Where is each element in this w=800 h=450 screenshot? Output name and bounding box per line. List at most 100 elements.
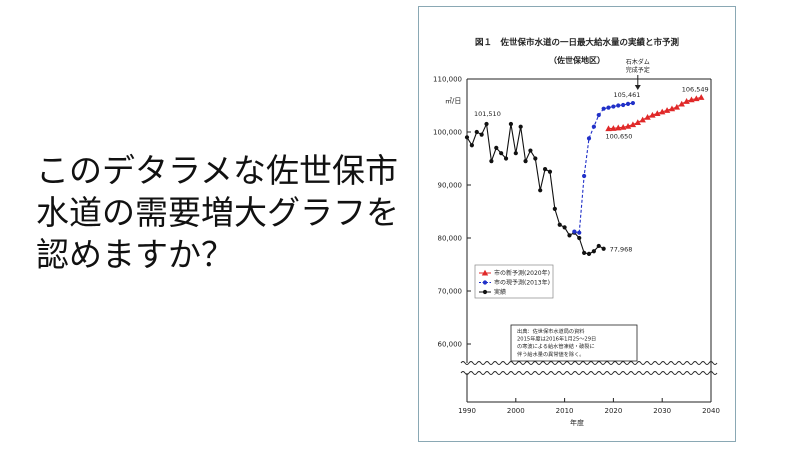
data-point (616, 103, 621, 108)
y-tick-label: 70,000 (438, 288, 463, 296)
source-note-frame (510, 324, 638, 362)
legend-marker (482, 289, 488, 295)
data-point (542, 167, 548, 172)
chart-axes: 110,000 100,000 90,000 80,000 70,000 60,000 19… (433, 76, 720, 416)
data-point (523, 159, 528, 164)
x-axis-label: 年度 (570, 418, 584, 427)
data-point (659, 108, 666, 115)
water-demand-chart: 図１ 佐世保市水道の一日最大給水量の実績と市予測 （佐世保地区） ㎥/日 年度 … (433, 37, 720, 427)
slide-question-line-2: 水道の需要増大グラフを (36, 193, 399, 232)
data-point (586, 251, 592, 256)
slide-question-line-1: このデタラメな佐世保市 (36, 151, 399, 190)
data-point (577, 230, 582, 235)
x-tick-label: 2000 (507, 407, 525, 415)
data-point (464, 135, 470, 140)
data-point (586, 136, 592, 141)
data-point (693, 95, 700, 102)
data-point (673, 103, 681, 110)
data-point (678, 100, 685, 107)
data-point (619, 124, 627, 130)
data-point (663, 107, 671, 113)
data-point (605, 125, 612, 132)
y-tick-label: 100,000 (433, 129, 462, 137)
data-point (533, 156, 538, 161)
data-point (518, 124, 523, 129)
slide-question-line-3: 認めますか？ (36, 235, 234, 274)
data-point (489, 159, 494, 164)
axis-break-line-lower (460, 371, 718, 375)
legend-label: 市の現予測(2013年) (494, 279, 550, 287)
data-point (513, 151, 518, 156)
legend-marker (481, 269, 489, 276)
data-point (654, 110, 661, 117)
data-point (639, 116, 646, 123)
slide-question: このデタラメな佐世保市 水道の需要増大グラフを 認めますか？ (36, 150, 416, 276)
chart-series (464, 94, 705, 256)
y-axis-unit-label: ㎥/日 (445, 96, 461, 105)
legend-label: 市の新予測(2020年) (494, 269, 550, 277)
data-point (698, 94, 705, 100)
source-note-box: 出典：佐世保市水道局の資料2015年度は2016年1月25〜29日の寒波による給… (510, 324, 638, 362)
chart-subtitle: （佐世保地区） (549, 55, 605, 65)
y-tick-label: 80,000 (438, 235, 463, 243)
data-point (606, 105, 611, 110)
source-note-line: 2015年度は2016年1月25〜29日 (517, 335, 596, 343)
x-tick-label: 2010 (556, 407, 574, 415)
data-point (499, 151, 504, 156)
data-point (484, 121, 489, 127)
x-tick-label: 2040 (702, 407, 720, 415)
source-note-line: 伴う給水量の異常値を除く。 (517, 350, 584, 358)
data-point (621, 102, 626, 108)
x-tick-label: 1990 (458, 407, 476, 415)
data-point (479, 132, 484, 137)
chart-panel: 図１ 佐世保市水道の一日最大給水量の実績と市予測 （佐世保地区） ㎥/日 年度 … (418, 6, 736, 442)
legend-marker (482, 280, 488, 285)
data-point (469, 143, 474, 148)
data-point (649, 111, 656, 118)
data-point (557, 222, 562, 227)
data-point (601, 106, 606, 111)
data-point (582, 173, 587, 179)
y-tick-label: 90,000 (438, 182, 463, 190)
source-note-line: 出典：佐世保市水道局の資料 (517, 327, 584, 335)
data-point (601, 246, 606, 251)
data-point (644, 113, 651, 120)
data-point (683, 98, 690, 104)
data-point (528, 148, 533, 153)
data-point (630, 100, 636, 106)
data-point (494, 145, 499, 150)
chart-legend: 市の新予測(2020年) 市の現予測(2013年)実績 (474, 264, 554, 299)
data-point (572, 229, 577, 234)
data-point (596, 112, 601, 118)
data-point (562, 225, 567, 230)
y-tick-label: 60,000 (438, 341, 463, 349)
data-point (629, 121, 637, 128)
dam-arrow-head (634, 85, 641, 90)
data-point (596, 243, 601, 249)
chart-annotations: 101,510 105,461 100,650 106,549 77,968 石木ダム完成… (474, 58, 709, 253)
data-point (591, 124, 596, 129)
data-point (503, 156, 509, 161)
data-point (508, 121, 514, 127)
data-point (634, 119, 641, 126)
series-line (466, 122, 604, 255)
data-point (591, 249, 596, 254)
data-point (688, 96, 695, 103)
data-point (474, 129, 479, 135)
data-point (547, 169, 553, 174)
data-point (577, 235, 582, 241)
data-point (615, 124, 622, 131)
x-tick-label: 2030 (653, 407, 671, 415)
data-point (552, 206, 557, 211)
data-label: 106,549 (682, 85, 709, 93)
source-note-line: の寒波による給水管凍結・破裂に (517, 342, 595, 350)
data-label: 101,510 (474, 110, 501, 118)
data-point (625, 101, 631, 107)
data-point (538, 188, 543, 193)
data-label: 77,968 (610, 245, 633, 253)
data-label: 105,461 (613, 91, 640, 99)
data-point (624, 122, 632, 129)
data-point (582, 250, 587, 255)
data-label: 100,650 (606, 133, 633, 141)
dam-note-text: 完成予定 (626, 66, 650, 74)
